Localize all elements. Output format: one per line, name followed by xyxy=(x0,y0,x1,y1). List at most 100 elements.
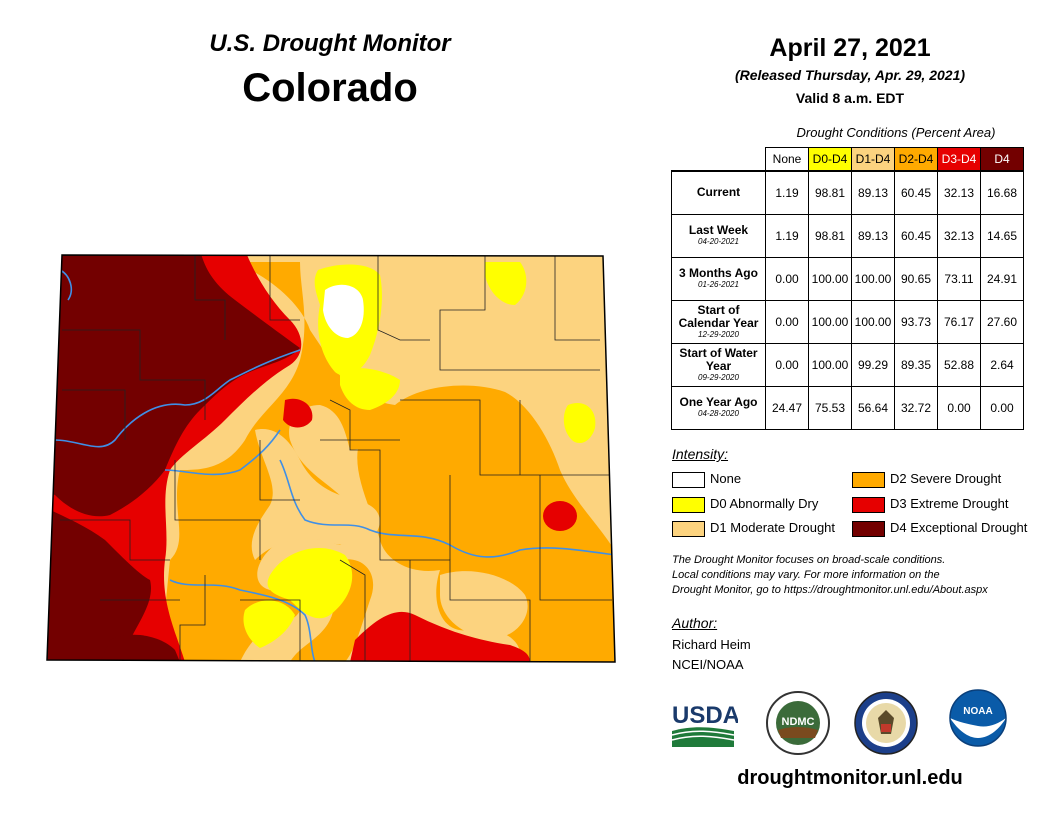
row-label-text: One Year Ago xyxy=(679,395,758,409)
disclaimer-note: The Drought Monitor focuses on broad-sca… xyxy=(672,553,1052,598)
column-header-d2-d4: D2-D4 xyxy=(894,147,938,172)
table-row: One Year Ago 04-28-2020 24.47 75.53 56.64… xyxy=(671,385,1024,430)
table-cell: 100.00 xyxy=(851,299,895,344)
table-cell: 14.65 xyxy=(980,213,1024,258)
legend-swatch xyxy=(672,521,705,537)
table-cell: 32.72 xyxy=(894,385,938,430)
row-label-text: Start of Water Year xyxy=(679,345,758,373)
table-row: 3 Months Ago 01-26-2021 0.00 100.00 100.0… xyxy=(671,256,1024,301)
d0-area-sanluis xyxy=(267,547,353,619)
author-name: Richard Heim xyxy=(672,637,751,652)
d3-area-frontrange xyxy=(283,398,313,428)
legend-swatch xyxy=(672,472,705,488)
d4-area-southwest xyxy=(47,505,151,662)
state-title: Colorado xyxy=(242,66,418,110)
row-label-text: Current xyxy=(696,185,741,200)
website-url: droughtmonitor.unl.edu xyxy=(737,767,963,789)
table-cell: 2.64 xyxy=(980,342,1024,387)
table-cell: 0.00 xyxy=(765,342,809,387)
table-cell: 56.64 xyxy=(851,385,895,430)
row-date: 04-28-2020 xyxy=(698,409,739,418)
noaa-logo-text: NOAA xyxy=(963,706,992,717)
table-cell: 0.00 xyxy=(937,385,981,430)
table-cell: 100.00 xyxy=(851,256,895,301)
usda-logo: USDA xyxy=(671,702,738,747)
table-row: Current 1.19 98.81 89.13 60.45 32.13 16.… xyxy=(671,170,1024,215)
river-colorado xyxy=(54,349,301,448)
row-label-text: Last Week xyxy=(688,223,749,237)
map-date: April 27, 2021 xyxy=(769,34,931,62)
table-cell: 100.00 xyxy=(808,256,852,301)
legend-swatch xyxy=(852,472,885,488)
county-lines xyxy=(60,256,612,662)
legend-swatch xyxy=(852,497,885,513)
legend-label: D3 Extreme Drought xyxy=(890,496,1009,511)
table-cell: 1.19 xyxy=(765,170,809,215)
d2-area-south xyxy=(290,559,374,662)
table-cell: 76.17 xyxy=(937,299,981,344)
colorado-drought-map xyxy=(46,254,616,663)
table-cell: 16.68 xyxy=(980,170,1024,215)
column-header-d1-d4: D1-D4 xyxy=(851,147,895,172)
column-header-none: None xyxy=(765,147,809,172)
table-cell: 0.00 xyxy=(980,385,1024,430)
d0-area-northeast xyxy=(485,262,527,305)
table-cell: 0.00 xyxy=(765,256,809,301)
table-caption: Drought Conditions (Percent Area) xyxy=(796,125,996,140)
row-label: One Year Ago 04-28-2020 xyxy=(671,385,766,430)
ndmc-logo-text: NDMC xyxy=(782,716,815,728)
usda-logo-text: USDA xyxy=(672,702,738,729)
table-cell: 32.13 xyxy=(937,170,981,215)
row-date: 04-20-2021 xyxy=(698,237,739,246)
table-cell: 24.47 xyxy=(765,385,809,430)
release-date: (Released Thursday, Apr. 29, 2021) xyxy=(734,67,966,83)
ndmc-logo: NDMC xyxy=(766,691,830,755)
table-cell: 90.65 xyxy=(894,256,938,301)
legend-label: D1 Moderate Drought xyxy=(710,520,836,535)
d0-area-east xyxy=(563,402,596,444)
row-label: Start of Calendar Year 12-29-2020 xyxy=(671,299,766,344)
table-cell: 52.88 xyxy=(937,342,981,387)
table-row: Last Week 04-20-2021 1.19 98.81 89.13 60.… xyxy=(671,213,1024,258)
table-cell: 99.29 xyxy=(851,342,895,387)
table-cell: 0.00 xyxy=(765,299,809,344)
table-cell: 75.53 xyxy=(808,385,852,430)
legend-label: D0 Abnormally Dry xyxy=(710,496,819,511)
state-border xyxy=(46,254,616,663)
row-label-text: 3 Months Ago xyxy=(679,266,758,280)
row-date: 12-29-2020 xyxy=(698,329,739,339)
note-line: Drought Monitor, go to https://droughtmo… xyxy=(672,584,988,596)
table-cell: 89.35 xyxy=(894,342,938,387)
legend-title: Intensity: xyxy=(672,446,729,462)
d3-area-south xyxy=(350,611,530,662)
note-line: The Drought Monitor focuses on broad-sca… xyxy=(672,554,946,566)
d3-area-east-spot xyxy=(543,501,577,531)
column-header-d0-d4: D0-D4 xyxy=(808,147,852,172)
drought-conditions-table: None D0-D4 D1-D4 D2-D4 D3-D4 D4 Current … xyxy=(671,147,1024,430)
d1-patch-southeast xyxy=(440,571,528,639)
legend-swatch xyxy=(672,497,705,513)
table-corner xyxy=(671,147,766,172)
table-cell: 89.13 xyxy=(851,213,895,258)
table-cell: 100.00 xyxy=(808,342,852,387)
table-header-row: None D0-D4 D1-D4 D2-D4 D3-D4 D4 xyxy=(671,147,1024,172)
table-cell: 98.81 xyxy=(808,170,852,215)
table-cell: 1.19 xyxy=(765,213,809,258)
table-cell: 32.13 xyxy=(937,213,981,258)
river-yampa-north xyxy=(59,269,72,301)
valid-time: Valid 8 a.m. EDT xyxy=(795,90,905,106)
row-label: Start of Water Year 09-29-2020 xyxy=(671,342,766,387)
commerce-seal xyxy=(854,691,918,755)
table-row: Start of Water Year 09-29-2020 0.00 100.0… xyxy=(671,342,1024,387)
table-cell: 60.45 xyxy=(894,170,938,215)
table-cell: 98.81 xyxy=(808,213,852,258)
table-cell: 27.60 xyxy=(980,299,1024,344)
river-riogrande xyxy=(169,579,316,662)
d4-area-west xyxy=(47,255,300,517)
table-cell: 24.91 xyxy=(980,256,1024,301)
row-date: 09-29-2020 xyxy=(698,372,739,382)
table-cell: 93.73 xyxy=(894,299,938,344)
d0-area-boulder xyxy=(340,368,400,410)
table-cell: 60.45 xyxy=(894,213,938,258)
table-cell: 73.11 xyxy=(937,256,981,301)
